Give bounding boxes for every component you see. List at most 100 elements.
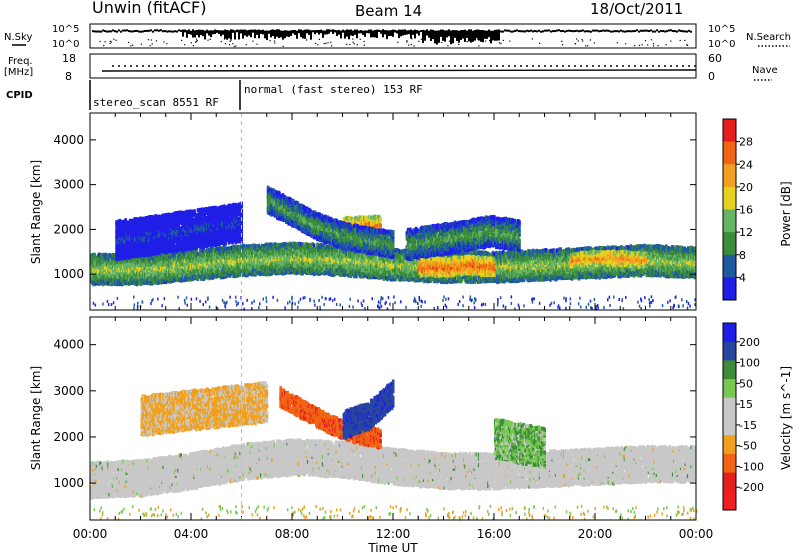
search-noise-sample [616, 42, 618, 44]
noise-sample [124, 29, 126, 32]
noise-sample [626, 30, 628, 33]
search-noise-sample [577, 40, 579, 42]
search-noise-sample [657, 45, 659, 47]
search-noise-sample [155, 40, 158, 42]
power-cell [497, 279, 500, 284]
noise-sample [452, 30, 454, 44]
noise-sample [568, 29, 570, 32]
noise-sample [212, 30, 214, 35]
noise-tick-lo-left: 10^0 [52, 39, 79, 50]
power-cell [335, 264, 339, 269]
noise-sample [676, 30, 678, 33]
noise-sample [522, 30, 524, 33]
noise-sample [342, 29, 344, 33]
noise-sample [272, 29, 274, 37]
search-noise-sample [562, 44, 564, 46]
power-cell [461, 275, 465, 280]
noise-sample [492, 30, 494, 41]
cpid-label: CPID [6, 90, 33, 101]
noise-sample [258, 29, 260, 39]
noise-sample [156, 29, 158, 32]
noise-sample [170, 30, 172, 33]
search-noise-sample [229, 40, 231, 42]
noise-sample [580, 29, 582, 32]
noise-sample [360, 30, 362, 34]
noise-sample [660, 29, 662, 32]
noise-sample [590, 30, 592, 33]
noise-sample [644, 29, 646, 32]
noise-sample [266, 30, 268, 41]
noise-sample [402, 29, 404, 36]
noise-sample [250, 29, 252, 38]
noise-sample [280, 30, 282, 38]
noise-sample [164, 30, 166, 33]
noise-sample [414, 29, 416, 39]
noise-sample [168, 30, 170, 33]
noise-sample [464, 29, 466, 42]
noise-sample [206, 29, 208, 34]
noise-sample [528, 30, 530, 33]
noise-sample [174, 30, 176, 33]
search-noise-sample [665, 44, 667, 46]
power-cell [320, 249, 324, 254]
noise-sample [450, 30, 452, 45]
noise-sample [182, 29, 184, 37]
power-cell [381, 268, 385, 273]
freq-unit-label: [MHz] [4, 67, 33, 78]
noise-trace [92, 29, 692, 48]
station-title: Unwin (fitACF) [92, 0, 206, 17]
search-noise-sample [638, 44, 641, 46]
noise-sample [256, 29, 258, 35]
search-noise-sample [103, 45, 105, 47]
noise-sample [350, 29, 352, 36]
noise-sample [620, 29, 622, 32]
power-cell [506, 272, 510, 277]
search-noise-sample [150, 39, 152, 41]
noise-sample [286, 30, 288, 37]
noise-sample [326, 29, 328, 35]
search-noise-sample [641, 44, 643, 46]
noise-sample [104, 30, 106, 33]
power-cell [391, 268, 395, 273]
power-cell [130, 269, 133, 274]
search-noise-sample [224, 43, 226, 45]
search-noise-sample [397, 41, 399, 43]
power-cell [92, 263, 95, 268]
search-noise-sample [232, 43, 234, 45]
noise-sample [690, 30, 692, 33]
search-noise-sample [274, 42, 276, 44]
noise-sample [242, 29, 244, 39]
noise-sample [146, 29, 148, 32]
noise-sample [308, 29, 310, 35]
power-cell [93, 252, 96, 257]
power-cell [256, 260, 259, 265]
power-cell [279, 248, 282, 253]
noise-sample [134, 29, 136, 32]
noise-sample [672, 29, 674, 32]
noise-sample [116, 30, 118, 33]
noise-sample [494, 29, 496, 41]
noise-sample [624, 30, 626, 33]
search-noise-sample [418, 40, 420, 42]
power-cell [293, 254, 296, 259]
noise-sample [274, 29, 276, 39]
noise-sample [262, 29, 264, 35]
noise-sample [484, 30, 486, 39]
noise-sample [404, 29, 406, 35]
noise-sample [376, 29, 378, 38]
noise-sample [574, 30, 576, 33]
noise-sample [372, 30, 374, 38]
power-cell [225, 274, 228, 279]
noise-sample [596, 29, 598, 32]
nave-tick-lo: 0 [708, 70, 715, 83]
noise-sample [384, 30, 386, 35]
noise-sample [292, 30, 294, 34]
power-cell [114, 261, 117, 266]
noise-sample [122, 29, 124, 32]
noise-sample [600, 30, 602, 33]
noise-sample [462, 30, 464, 39]
noise-sample [486, 30, 488, 39]
noise-sample [232, 29, 234, 33]
power-cell [104, 252, 108, 257]
noise-sample [530, 29, 532, 32]
